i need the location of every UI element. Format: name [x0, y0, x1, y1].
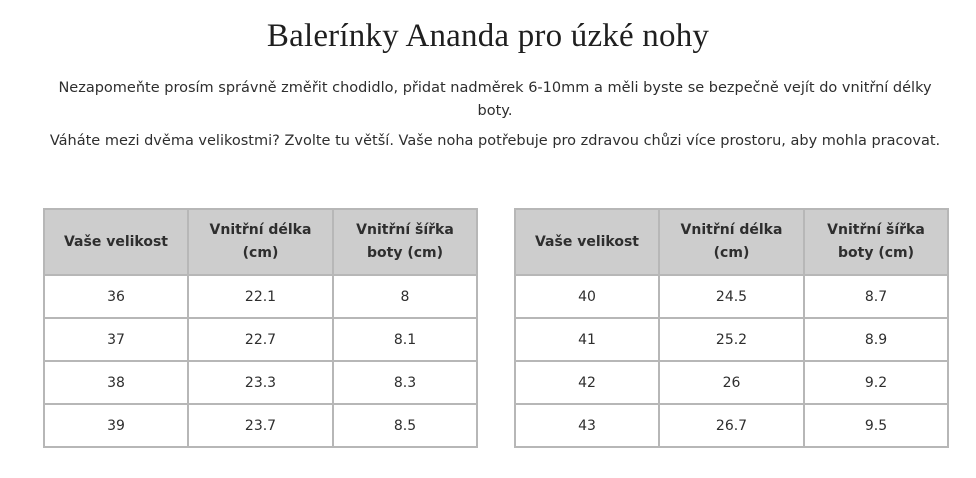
length-cell: 26.7	[658, 403, 805, 448]
width-cell: 8.5	[332, 403, 478, 448]
length-cell: 26	[658, 360, 805, 405]
width-cell: 9.2	[803, 360, 949, 405]
table-row: 38 23.3 8.3	[43, 360, 478, 405]
length-cell: 24.5	[658, 274, 805, 319]
size-cell: 42	[514, 360, 660, 405]
length-cell: 22.7	[187, 317, 334, 362]
size-cell: 36	[43, 274, 189, 319]
length-cell: 23.3	[187, 360, 334, 405]
size-cell: 41	[514, 317, 660, 362]
width-cell: 8	[332, 274, 478, 319]
length-cell: 25.2	[658, 317, 805, 362]
header-inner-width: Vnitřní šířka boty (cm)	[332, 208, 478, 276]
sizing-instructions: Nezapomeňte prosím správně změřit chodid…	[58, 80, 932, 119]
sizing-advice: Váháte mezi dvěma velikostmi? Zvolte tu …	[49, 133, 941, 149]
table-row: 37 22.7 8.1	[43, 317, 478, 362]
size-table-left: Vaše velikost Vnitřní délka (cm) Vnitřní…	[43, 208, 478, 448]
size-cell: 37	[43, 317, 189, 362]
table-row: 41 25.2 8.9	[514, 317, 949, 362]
header-inner-width: Vnitřní šířka boty (cm)	[803, 208, 949, 276]
width-cell: 8.9	[803, 317, 949, 362]
length-cell: 23.7	[187, 403, 334, 448]
size-cell: 43	[514, 403, 660, 448]
table-row: 40 24.5 8.7	[514, 274, 949, 319]
size-cell: 40	[514, 274, 660, 319]
table-row: 42 26 9.2	[514, 360, 949, 405]
size-cell: 39	[43, 403, 189, 448]
length-cell: 22.1	[187, 274, 334, 319]
table-row: 36 22.1 8	[43, 274, 478, 319]
header-size: Vaše velikost	[514, 208, 660, 276]
width-cell: 8.1	[332, 317, 478, 362]
size-table-right: Vaše velikost Vnitřní délka (cm) Vnitřní…	[514, 208, 949, 448]
header-size: Vaše velikost	[43, 208, 189, 276]
table-row: 39 23.7 8.5	[43, 403, 478, 448]
header-inner-length: Vnitřní délka (cm)	[658, 208, 805, 276]
width-cell: 8.7	[803, 274, 949, 319]
header-inner-length: Vnitřní délka (cm)	[187, 208, 334, 276]
table-header-row: Vaše velikost Vnitřní délka (cm) Vnitřní…	[43, 208, 478, 276]
size-cell: 38	[43, 360, 189, 405]
page-title: Balerínky Ananda pro úzké nohy	[266, 18, 710, 54]
table-row: 43 26.7 9.5	[514, 403, 949, 448]
table-header-row: Vaše velikost Vnitřní délka (cm) Vnitřní…	[514, 208, 949, 276]
width-cell: 9.5	[803, 403, 949, 448]
width-cell: 8.3	[332, 360, 478, 405]
